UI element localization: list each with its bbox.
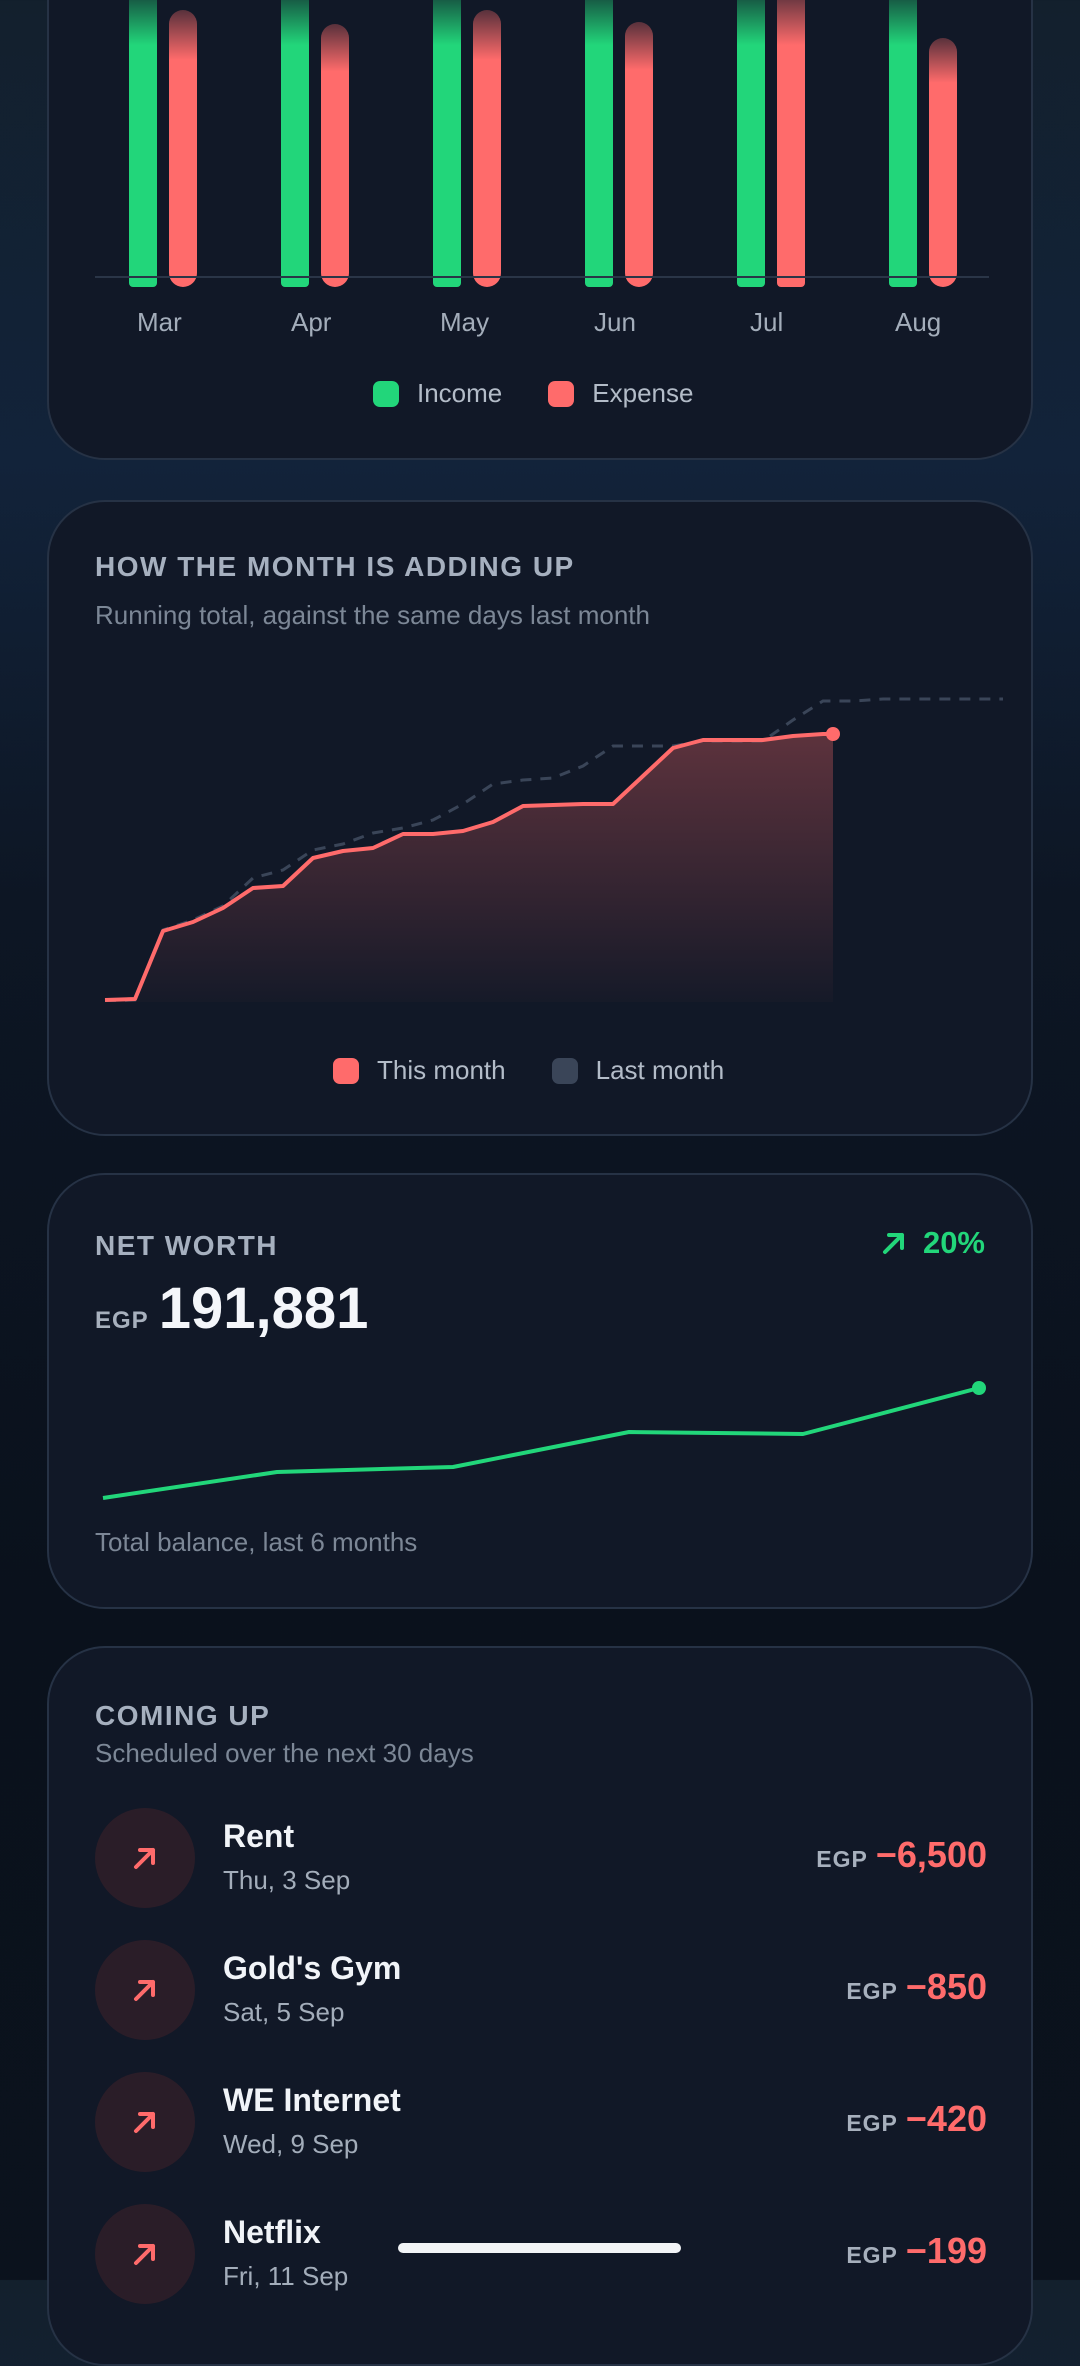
legend-expense-label: Expense [592, 378, 694, 408]
legend-last-month: Last month [551, 1055, 725, 1086]
bar-expense-jul [777, 0, 805, 287]
legend-this-month: This month [333, 1055, 506, 1086]
month-progress-title: HOW THE MONTH IS ADDING UP [95, 551, 575, 582]
net-worth-currency: EGP [95, 1307, 149, 1334]
payment-currency: EGP [816, 1846, 868, 1872]
month-progress-legend: This month Last month [333, 1055, 724, 1086]
home-indicator[interactable] [398, 2243, 681, 2253]
payment-icon-circle [95, 2204, 195, 2304]
arrow-up-right-icon [134, 1980, 155, 2001]
legend-income: Income [373, 378, 502, 409]
net-worth-sparkline [102, 1381, 986, 1500]
bar-income-may [433, 0, 461, 287]
income-expense-legend: Income Expense [373, 378, 693, 409]
bar-income-aug [889, 0, 917, 287]
payment-amount: EGP −850 [846, 1966, 987, 2008]
payment-currency: EGP [846, 2242, 898, 2268]
coming-up-subtitle: Scheduled over the next 30 days [95, 1738, 474, 1768]
bar-income-apr [281, 0, 309, 287]
payment-date: Sat, 5 Sep [223, 1997, 345, 2027]
income-expense-bars [95, 0, 989, 287]
bar-expense-may [473, 10, 501, 287]
list-item[interactable]: Rent Thu, 3 Sep EGP −6,500 [95, 1808, 987, 1908]
list-item[interactable]: WE Internet Wed, 9 Sep EGP −420 [95, 2072, 987, 2172]
payment-value: −6,500 [875, 1834, 987, 1875]
payment-value: −199 [905, 2230, 987, 2271]
net-worth-line [102, 1386, 980, 1500]
legend-last-month-label: Last month [595, 1055, 725, 1085]
net-worth-value: 191,881 [158, 1276, 369, 1341]
bar-income-mar [129, 0, 157, 287]
payment-amount: EGP −420 [846, 2098, 987, 2140]
payment-name: Netflix [223, 2214, 321, 2250]
arrow-up-right-icon [134, 1848, 155, 1869]
legend-this-month-swatch [333, 1057, 359, 1084]
bar-income-jul [737, 0, 765, 287]
bar-expense-mar [169, 10, 197, 287]
payment-date: Fri, 11 Sep [223, 2261, 349, 2291]
bar-expense-jun [625, 22, 653, 287]
month-label: May [440, 307, 490, 337]
this-month-current-point [826, 727, 840, 741]
net-worth-caption: Total balance, last 6 months [95, 1527, 418, 1557]
payment-amount: EGP −199 [846, 2230, 987, 2272]
bar-income-jun [585, 0, 613, 287]
payment-name: Gold's Gym [223, 1950, 402, 1986]
net-worth-current-point [972, 1381, 986, 1395]
bar-expense-aug [929, 38, 957, 287]
this-month-line [104, 732, 833, 1002]
net-worth-card[interactable]: NET WORTH 20% EGP 191,881 Total balance,… [47, 1173, 1033, 1609]
net-worth-change: 20% [881, 1225, 985, 1261]
month-labels: Mar Apr May Jun Jul Aug [49, 307, 1035, 343]
payment-currency: EGP [846, 2110, 898, 2136]
payment-date: Wed, 9 Sep [223, 2129, 359, 2159]
legend-last-month-swatch [551, 1057, 578, 1084]
arrow-up-right-icon [134, 2112, 155, 2133]
payment-name: Rent [223, 1818, 295, 1854]
month-progress-subtitle: Running total, against the same days las… [95, 600, 650, 630]
month-label: Apr [291, 307, 332, 337]
income-expense-card: Mar Apr May Jun Jul Aug Income Expense [47, 0, 1033, 460]
payment-icon-circle [95, 2072, 195, 2172]
list-item[interactable]: Netflix Fri, 11 Sep EGP −199 [95, 2204, 987, 2304]
coming-up-title: COMING UP [95, 1700, 271, 1731]
legend-expense-swatch [548, 380, 575, 407]
net-worth-title: NET WORTH [95, 1230, 279, 1261]
payment-name: WE Internet [223, 2082, 401, 2118]
month-label: Aug [895, 307, 942, 337]
net-worth-amount: EGP 191,881 [95, 1275, 368, 1342]
payment-icon-circle [95, 1808, 195, 1908]
payment-value: −420 [905, 2098, 987, 2139]
month-label: Jun [594, 307, 636, 337]
month-label: Mar [137, 307, 182, 337]
list-item[interactable]: Gold's Gym Sat, 5 Sep EGP −850 [95, 1940, 987, 2040]
payment-icon-circle [95, 1940, 195, 2040]
net-worth-change-value: 20% [922, 1225, 985, 1260]
payment-currency: EGP [846, 1978, 898, 2004]
legend-expense: Expense [548, 378, 693, 409]
month-progress-card: HOW THE MONTH IS ADDING UP Running total… [47, 500, 1033, 1136]
legend-income-swatch [373, 380, 399, 407]
payment-value: −850 [905, 1966, 987, 2007]
legend-this-month-label: This month [377, 1055, 506, 1085]
trend-up-icon [882, 1233, 904, 1254]
this-month-area [105, 734, 833, 1002]
arrow-up-right-icon [134, 2244, 155, 2265]
payment-amount: EGP −6,500 [816, 1834, 987, 1876]
bar-expense-apr [321, 24, 349, 287]
coming-up-card: COMING UP Scheduled over the next 30 day… [47, 1646, 1033, 2366]
legend-income-label: Income [417, 378, 503, 408]
month-label: Jul [750, 307, 784, 337]
payment-date: Thu, 3 Sep [223, 1865, 351, 1895]
running-total-chart [104, 697, 1003, 1002]
